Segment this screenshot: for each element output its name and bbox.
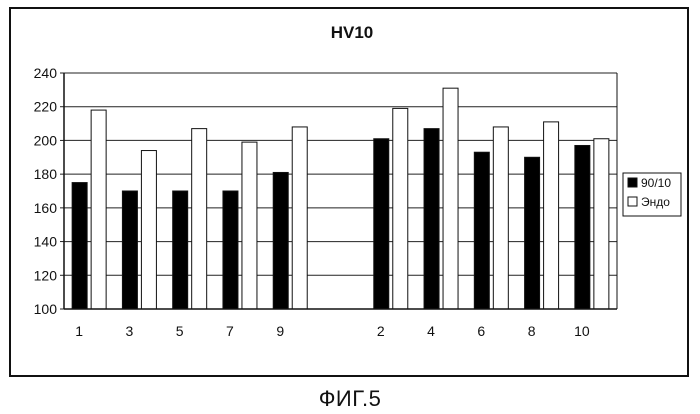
bar — [122, 191, 137, 309]
bar — [141, 151, 156, 309]
bar — [242, 142, 257, 309]
y-tick-label: 160 — [34, 200, 58, 216]
y-tick-label: 100 — [34, 301, 58, 317]
y-tick-label: 200 — [34, 132, 58, 148]
x-tick-label: 3 — [126, 323, 134, 339]
bar — [72, 183, 87, 309]
y-tick-label: 240 — [34, 65, 58, 81]
x-tick-label: 1 — [75, 323, 83, 339]
x-tick-label: 4 — [427, 323, 435, 339]
bar — [393, 108, 408, 309]
y-tick-label: 120 — [34, 267, 58, 283]
bar — [374, 139, 389, 309]
x-tick-label: 5 — [176, 323, 184, 339]
chart-title: HV10 — [331, 23, 374, 42]
x-tick-label: 8 — [528, 323, 536, 339]
x-tick-label: 6 — [477, 323, 485, 339]
y-tick-label: 220 — [34, 99, 58, 115]
bar — [424, 129, 439, 309]
x-tick-label: 7 — [226, 323, 234, 339]
bar — [474, 152, 489, 309]
y-tick-label: 140 — [34, 234, 58, 250]
bar — [223, 191, 238, 309]
figure-caption: ФИГ.5 — [0, 386, 700, 412]
x-tick-label: 9 — [276, 323, 284, 339]
legend-label: 90/10 — [641, 176, 671, 190]
bar — [594, 139, 609, 309]
x-tick-label: 10 — [574, 323, 590, 339]
bar — [192, 129, 207, 309]
x-tick-label: 2 — [377, 323, 385, 339]
bar — [493, 127, 508, 309]
bar — [273, 172, 288, 309]
bar — [544, 122, 559, 309]
bar — [575, 145, 590, 309]
bar — [443, 88, 458, 309]
bar — [525, 157, 540, 309]
legend: 90/10 Эндо — [623, 173, 681, 216]
bar — [91, 110, 106, 309]
bar — [292, 127, 307, 309]
legend-swatch — [628, 178, 637, 187]
y-tick-label: 180 — [34, 166, 58, 182]
legend-label: Эндо — [641, 195, 670, 209]
bar — [173, 191, 188, 309]
legend-swatch — [628, 197, 637, 206]
